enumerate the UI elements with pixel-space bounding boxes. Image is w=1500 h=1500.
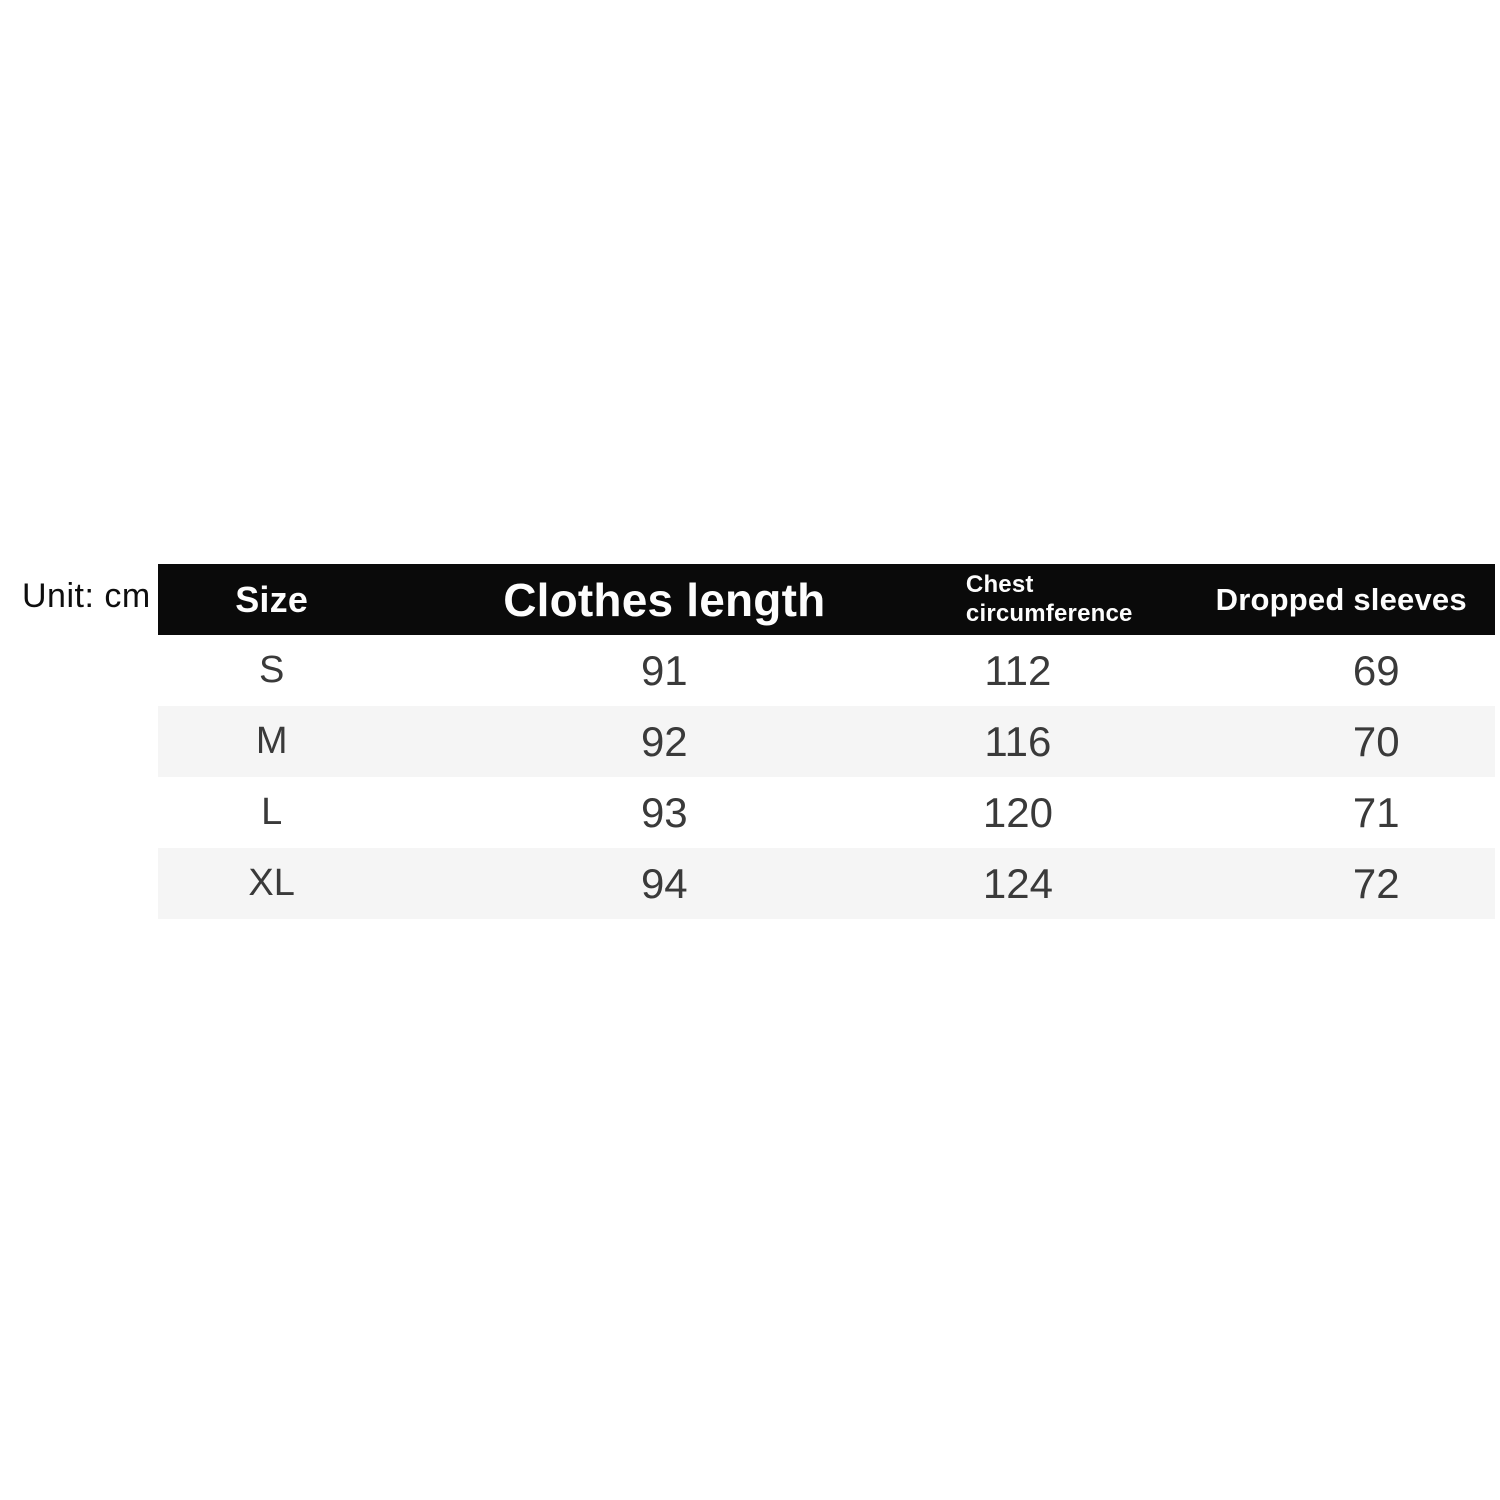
unit-label: Unit: cm	[22, 577, 151, 615]
cell-length-m: 92	[640, 717, 688, 765]
cell-length-xl: 94	[640, 859, 688, 907]
cell-chest-l: 120	[982, 788, 1053, 836]
header-row: Size Clothes length Chest circumference …	[158, 564, 1495, 635]
cell-sleeves-xl: 72	[1352, 859, 1400, 907]
cell-size-s: S	[258, 649, 285, 691]
cell-length-s: 91	[640, 646, 688, 694]
cell-size-l: L	[261, 791, 283, 833]
table-row-xl: XL 94 124 72	[158, 848, 1495, 919]
column-header-chest-circumference-label: Chest circumference	[965, 570, 1133, 627]
table-body: S 91 112 69 M 92 116 70 L 93 120 71 XL 9…	[158, 635, 1495, 919]
column-header-chest-circumference: Chest circumference	[893, 564, 1187, 635]
cell-length-l: 93	[640, 788, 688, 836]
cell-sleeves-m: 70	[1352, 717, 1400, 765]
cell-sleeves-l: 71	[1352, 788, 1400, 836]
cell-sleeves-s: 69	[1352, 646, 1400, 694]
cell-chest-xl: 124	[982, 859, 1053, 907]
size-chart-table: Size Clothes length Chest circumference …	[158, 564, 1495, 919]
cell-chest-m: 116	[984, 717, 1052, 765]
table-row-m: M 92 116 70	[158, 706, 1495, 777]
cell-size-m: M	[255, 720, 288, 762]
table-row-s: S 91 112 69	[158, 635, 1495, 706]
table-row-l: L 93 120 71	[158, 777, 1495, 848]
column-header-dropped-sleeves: Dropped sleeves	[1215, 581, 1467, 617]
column-header-size: Size	[235, 578, 309, 620]
column-header-clothes-length: Clothes length	[503, 573, 826, 626]
cell-chest-s: 112	[984, 646, 1052, 694]
cell-size-xl: XL	[248, 862, 295, 904]
table-header: Size Clothes length Chest circumference …	[158, 564, 1495, 635]
